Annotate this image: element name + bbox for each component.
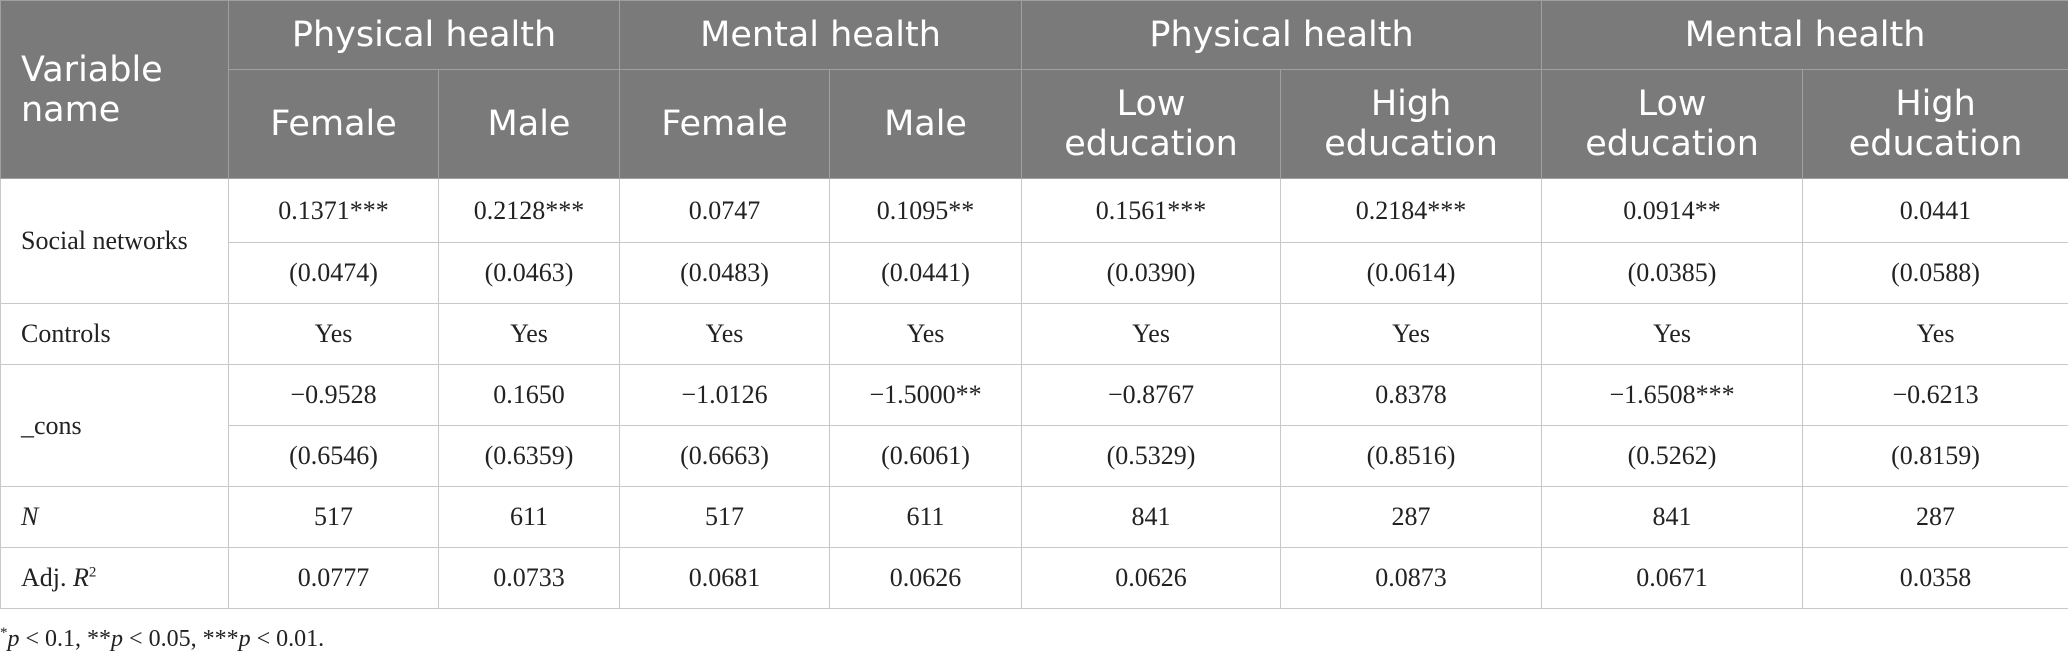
table-row: (0.0474) (0.0463) (0.0483) (0.0441) (0.0… [1, 242, 2068, 304]
coef-cell: −1.5000** [829, 364, 1023, 426]
header-group-row: Variable name Physical health Mental hea… [0, 0, 2068, 179]
coef-cell: −0.9528 [228, 364, 439, 426]
row-label-var: R [73, 563, 89, 592]
row-label-sup: 2 [88, 564, 97, 581]
value-cell: Yes [619, 303, 831, 365]
coef-cell: −0.6213 [1802, 364, 2068, 426]
value-cell: 0.0681 [619, 547, 831, 609]
variable-name-header: Variable name [0, 0, 229, 179]
footnote-text: < 0.05, *** [123, 626, 239, 652]
coef-cell: 0.1561*** [1021, 178, 1282, 243]
se-cell: (0.8159) [1802, 425, 2068, 487]
row-label: Social networks [0, 178, 229, 304]
row-label-prefix: Adj. [21, 563, 73, 592]
group-header: Physical health [227, 0, 621, 70]
value-cell: Yes [829, 303, 1023, 365]
header-sub-row: Female Male Female Male Low education Hi… [1, 69, 2068, 179]
group-header: Mental health [619, 0, 1023, 70]
footnote-var: p [7, 626, 20, 652]
se-cell: (0.5329) [1021, 425, 1282, 487]
subgroup-header: Male [437, 69, 621, 179]
se-cell: (0.0588) [1802, 242, 2068, 304]
regression-table-container: Variable name Physical health Mental hea… [0, 0, 2068, 609]
row-label: N [0, 486, 229, 548]
se-cell: (0.6061) [829, 425, 1023, 487]
table-row: _cons −0.9528 0.1650 −1.0126 −1.5000** −… [0, 364, 2068, 487]
value-cell: 841 [1541, 486, 1804, 548]
se-cell: (0.0463) [437, 242, 621, 304]
coef-cell: −1.0126 [619, 364, 831, 426]
value-cell: Yes [1541, 303, 1804, 365]
subgroup-header: Male [829, 69, 1023, 179]
table-header: Variable name Physical health Mental hea… [0, 0, 2068, 179]
se-cell: (0.6546) [228, 425, 439, 487]
table-row: (0.6546) (0.6359) (0.6663) (0.6061) (0.5… [1, 425, 2068, 487]
value-cell: Yes [1802, 303, 2068, 365]
value-cell: 517 [228, 486, 439, 548]
se-cell: (0.0385) [1541, 242, 1804, 304]
footnote-text: < 0.1, ** [19, 626, 112, 652]
value-cell: 0.0358 [1802, 547, 2068, 609]
coef-cell: −1.6508*** [1541, 364, 1804, 426]
coef-cell: 0.1371*** [228, 178, 439, 243]
coef-cell: 0.0441 [1802, 178, 2068, 243]
subgroup-header: High education [1280, 69, 1543, 179]
group-header: Mental health [1541, 0, 2068, 70]
value-cell: 0.0626 [829, 547, 1023, 609]
value-cell: 611 [829, 486, 1023, 548]
value-cell: Yes [1280, 303, 1543, 365]
se-cell: (0.0441) [829, 242, 1023, 304]
se-cell: (0.6359) [437, 425, 621, 487]
se-cell: (0.5262) [1541, 425, 1804, 487]
value-cell: 0.0733 [437, 547, 621, 609]
value-cell: 0.0873 [1280, 547, 1543, 609]
table-row: Controls Yes Yes Yes Yes Yes Yes Yes Yes [0, 303, 2068, 365]
value-cell: 287 [1802, 486, 2068, 548]
se-cell: (0.0614) [1280, 242, 1543, 304]
footnote-star: * [0, 625, 8, 641]
coef-cell: 0.0914** [1541, 178, 1804, 243]
row-label: Controls [0, 303, 229, 365]
value-cell: 841 [1021, 486, 1282, 548]
row-label: Adj. R2 [0, 547, 229, 609]
value-cell: 0.0626 [1021, 547, 1282, 609]
footnote-text: < 0.01. [250, 626, 325, 652]
subgroup-header: Female [228, 69, 439, 179]
table-row: Social networks 0.1371*** 0.2128*** 0.07… [0, 178, 2068, 304]
coef-cell: 0.1095** [829, 178, 1023, 243]
table-row: Adj. R2 0.0777 0.0733 0.0681 0.0626 0.06… [0, 547, 2068, 609]
group-header: Physical health [1021, 0, 1543, 70]
value-cell: 517 [619, 486, 831, 548]
se-cell: (0.0474) [228, 242, 439, 304]
se-cell: (0.8516) [1280, 425, 1543, 487]
coef-cell: 0.8378 [1280, 364, 1543, 426]
value-cell: 0.0671 [1541, 547, 1804, 609]
subgroup-header: High education [1802, 69, 2068, 179]
table-body: Social networks 0.1371*** 0.2128*** 0.07… [0, 178, 2068, 609]
footnote-var: p [238, 626, 251, 652]
se-cell: (0.6663) [619, 425, 831, 487]
coef-cell: 0.0747 [619, 178, 831, 243]
value-cell: 611 [437, 486, 621, 548]
value-cell: Yes [437, 303, 621, 365]
value-cell: 287 [1280, 486, 1543, 548]
row-label: _cons [0, 364, 229, 487]
subgroup-header: Low education [1021, 69, 1282, 179]
value-cell: Yes [228, 303, 439, 365]
value-cell: Yes [1021, 303, 1282, 365]
coef-cell: 0.1650 [437, 364, 621, 426]
value-cell: 0.0777 [228, 547, 439, 609]
coef-cell: −0.8767 [1021, 364, 1282, 426]
subgroup-header: Female [619, 69, 831, 179]
table-footnote: *p < 0.1, **p < 0.05, ***p < 0.01. [0, 626, 324, 653]
table-row: N 517 611 517 611 841 287 841 287 [0, 486, 2068, 548]
coef-cell: 0.2128*** [437, 178, 621, 243]
regression-table: Variable name Physical health Mental hea… [0, 0, 2068, 609]
coef-cell: 0.2184*** [1280, 178, 1543, 243]
subgroup-header: Low education [1541, 69, 1804, 179]
se-cell: (0.0390) [1021, 242, 1282, 304]
se-cell: (0.0483) [619, 242, 831, 304]
footnote-var: p [111, 626, 124, 652]
